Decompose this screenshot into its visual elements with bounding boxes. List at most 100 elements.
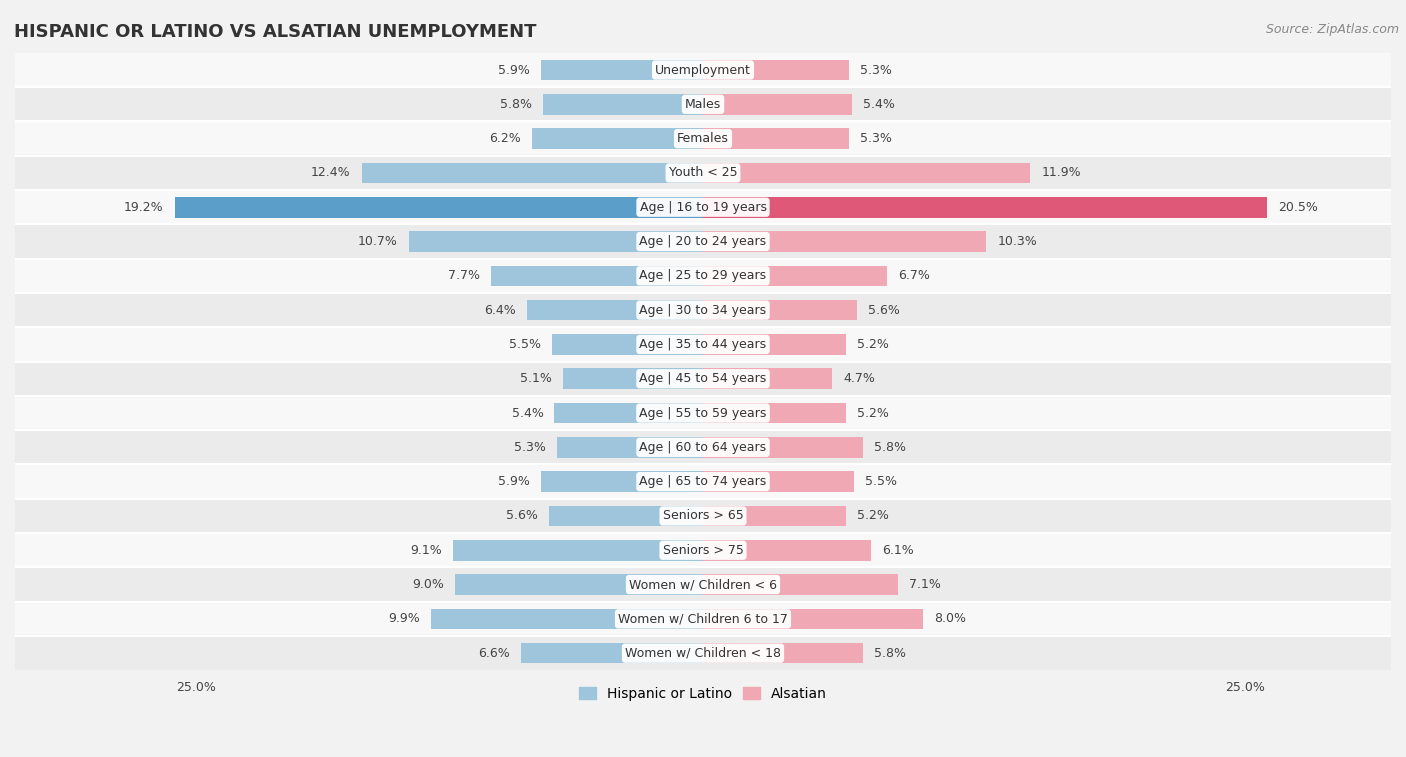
Bar — [703, 575, 898, 595]
Bar — [174, 197, 703, 217]
Bar — [703, 94, 852, 114]
Bar — [703, 472, 855, 492]
Text: 5.1%: 5.1% — [520, 372, 551, 385]
Legend: Hispanic or Latino, Alsatian: Hispanic or Latino, Alsatian — [574, 681, 832, 706]
Text: 25.0%: 25.0% — [1226, 681, 1265, 694]
Text: 20.5%: 20.5% — [1278, 201, 1317, 213]
Bar — [456, 575, 703, 595]
Bar — [541, 60, 703, 80]
Bar — [15, 53, 1391, 87]
Text: 5.3%: 5.3% — [860, 132, 891, 145]
Text: Age | 20 to 24 years: Age | 20 to 24 years — [640, 235, 766, 248]
Text: 7.7%: 7.7% — [449, 269, 479, 282]
Text: 12.4%: 12.4% — [311, 167, 350, 179]
Bar — [15, 327, 1391, 362]
Text: Age | 60 to 64 years: Age | 60 to 64 years — [640, 441, 766, 454]
Text: Women w/ Children 6 to 17: Women w/ Children 6 to 17 — [619, 612, 787, 625]
Bar — [703, 403, 846, 423]
Text: 5.2%: 5.2% — [858, 407, 889, 419]
Text: Age | 35 to 44 years: Age | 35 to 44 years — [640, 338, 766, 351]
Bar — [703, 540, 870, 560]
Text: 5.4%: 5.4% — [512, 407, 543, 419]
Text: 6.2%: 6.2% — [489, 132, 522, 145]
Bar — [15, 430, 1391, 465]
Bar — [541, 472, 703, 492]
Text: 6.7%: 6.7% — [898, 269, 931, 282]
Text: 19.2%: 19.2% — [124, 201, 163, 213]
Bar — [361, 163, 703, 183]
Bar — [703, 643, 863, 663]
Bar — [15, 465, 1391, 499]
Text: Women w/ Children < 6: Women w/ Children < 6 — [628, 578, 778, 591]
Text: Women w/ Children < 18: Women w/ Children < 18 — [626, 646, 780, 659]
Bar — [703, 163, 1031, 183]
Text: 5.4%: 5.4% — [863, 98, 894, 111]
Bar — [703, 231, 987, 252]
Text: 11.9%: 11.9% — [1042, 167, 1081, 179]
Text: 6.6%: 6.6% — [478, 646, 510, 659]
Text: Age | 16 to 19 years: Age | 16 to 19 years — [640, 201, 766, 213]
Bar — [453, 540, 703, 560]
Text: 6.1%: 6.1% — [882, 544, 914, 556]
Text: Age | 55 to 59 years: Age | 55 to 59 years — [640, 407, 766, 419]
Text: Age | 30 to 34 years: Age | 30 to 34 years — [640, 304, 766, 316]
Bar — [533, 129, 703, 149]
Bar — [543, 94, 703, 114]
Text: Age | 45 to 54 years: Age | 45 to 54 years — [640, 372, 766, 385]
Text: 25.0%: 25.0% — [176, 681, 215, 694]
Text: 5.2%: 5.2% — [858, 338, 889, 351]
Bar — [15, 121, 1391, 156]
Text: 5.3%: 5.3% — [860, 64, 891, 76]
Bar — [15, 156, 1391, 190]
Bar — [551, 334, 703, 355]
Bar — [15, 568, 1391, 602]
Bar — [15, 602, 1391, 636]
Bar — [703, 60, 849, 80]
Text: 5.2%: 5.2% — [858, 509, 889, 522]
Bar — [562, 369, 703, 389]
Text: Unemployment: Unemployment — [655, 64, 751, 76]
Bar — [15, 636, 1391, 670]
Text: Source: ZipAtlas.com: Source: ZipAtlas.com — [1265, 23, 1399, 36]
Bar — [557, 437, 703, 458]
Text: 5.8%: 5.8% — [873, 646, 905, 659]
Text: 9.1%: 9.1% — [409, 544, 441, 556]
Bar — [430, 609, 703, 629]
Text: Seniors > 65: Seniors > 65 — [662, 509, 744, 522]
Bar — [703, 369, 832, 389]
Text: 5.9%: 5.9% — [498, 475, 530, 488]
Text: 5.5%: 5.5% — [509, 338, 541, 351]
Bar — [527, 300, 703, 320]
Text: Males: Males — [685, 98, 721, 111]
Text: 5.6%: 5.6% — [868, 304, 900, 316]
Bar — [15, 396, 1391, 430]
Bar — [554, 403, 703, 423]
Text: 4.7%: 4.7% — [844, 372, 875, 385]
Text: 5.3%: 5.3% — [515, 441, 546, 454]
Bar — [15, 224, 1391, 259]
Bar — [15, 190, 1391, 224]
Text: 5.5%: 5.5% — [865, 475, 897, 488]
Text: 7.1%: 7.1% — [910, 578, 941, 591]
Bar — [15, 362, 1391, 396]
Bar — [548, 506, 703, 526]
Text: HISPANIC OR LATINO VS ALSATIAN UNEMPLOYMENT: HISPANIC OR LATINO VS ALSATIAN UNEMPLOYM… — [14, 23, 537, 41]
Text: 5.6%: 5.6% — [506, 509, 538, 522]
Text: Seniors > 75: Seniors > 75 — [662, 544, 744, 556]
Bar — [409, 231, 703, 252]
Bar — [703, 609, 924, 629]
Bar — [15, 499, 1391, 533]
Bar — [703, 334, 846, 355]
Text: 10.3%: 10.3% — [997, 235, 1038, 248]
Text: 5.8%: 5.8% — [873, 441, 905, 454]
Bar — [15, 259, 1391, 293]
Bar — [703, 129, 849, 149]
Bar — [15, 533, 1391, 568]
Bar — [491, 266, 703, 286]
Text: Age | 65 to 74 years: Age | 65 to 74 years — [640, 475, 766, 488]
Bar — [703, 266, 887, 286]
Bar — [15, 87, 1391, 121]
Text: 8.0%: 8.0% — [934, 612, 966, 625]
Bar — [703, 506, 846, 526]
Text: 10.7%: 10.7% — [357, 235, 398, 248]
